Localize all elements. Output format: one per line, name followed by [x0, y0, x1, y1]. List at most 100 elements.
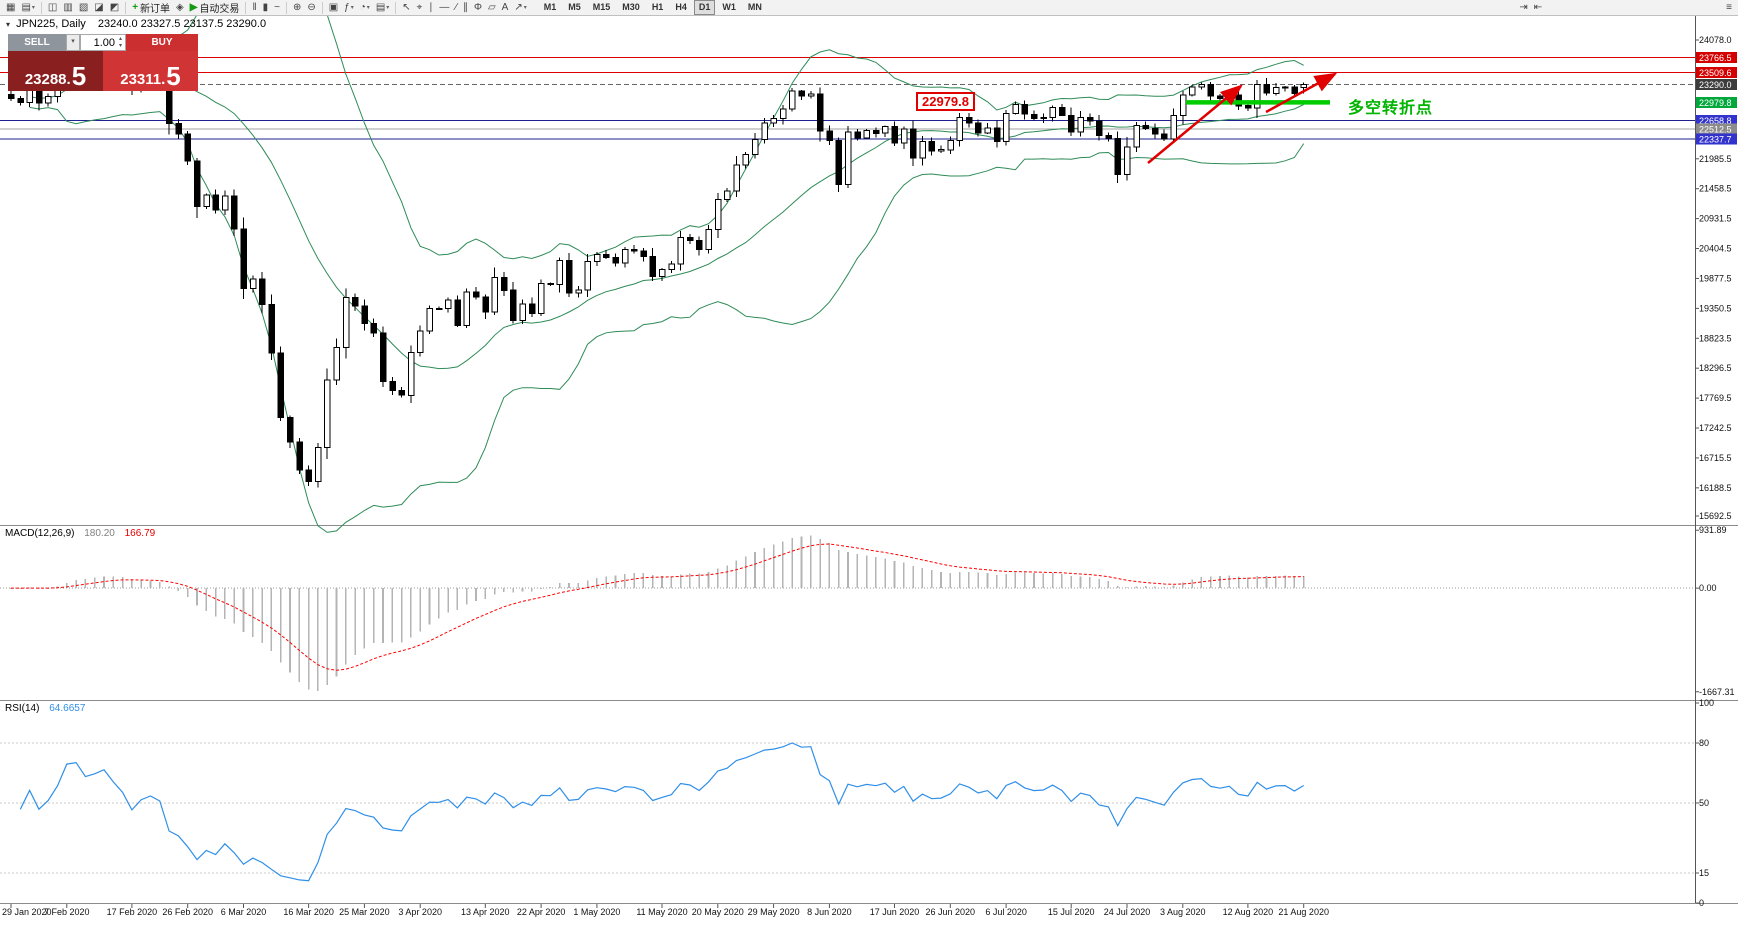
terminal-icon[interactable]: ◪ [92, 1, 105, 15]
timeframe-d1[interactable]: D1 [693, 0, 716, 15]
strategy-tester-icon-glyph: ◩ [109, 2, 120, 13]
navigator-icon-glyph: ▧ [78, 2, 89, 13]
data-window-icon[interactable]: ▥ [61, 1, 74, 15]
scroll-to-end-icon[interactable]: ⇥ [1517, 1, 1529, 15]
toolbar-separator [40, 1, 42, 14]
svg-text:23766.5: 23766.5 [1699, 53, 1732, 63]
zoom-out-icon[interactable]: ⊖ [305, 1, 317, 15]
svg-text:20404.5: 20404.5 [1699, 244, 1732, 254]
svg-text:100: 100 [1699, 698, 1714, 708]
timeframe-w1[interactable]: W1 [722, 2, 736, 12]
timeframe-m30[interactable]: M30 [622, 2, 640, 12]
symbol-info: ▾ JPN225, Daily 23240.0 23327.5 23137.5 … [6, 18, 266, 30]
timeframe-bar: M1 M5 M15 M30 H1 H4 D1 W1 MN [538, 0, 768, 15]
autotrading-button[interactable]: ▶ 自动交易 [188, 1, 242, 15]
chart-shift-icon[interactable]: ⇤ [1532, 1, 1544, 15]
periods-icon[interactable]: ◔ ▾ [358, 1, 372, 15]
volume-spinner: ▴ ▾ [116, 36, 125, 50]
timeframe-m15[interactable]: M15 [592, 2, 611, 12]
sell-price-button[interactable]: 23288. 5 [8, 51, 103, 91]
svg-text:22337.7: 22337.7 [1699, 134, 1732, 144]
buy-price-main: 23311. [120, 71, 166, 88]
zoom-in-icon[interactable]: ⊕ [291, 1, 303, 15]
svg-text:50: 50 [1699, 798, 1709, 808]
macd-name: MACD(12,26,9) [5, 528, 75, 539]
svg-text:26 Jun 2020: 26 Jun 2020 [926, 907, 976, 917]
svg-text:19877.5: 19877.5 [1699, 273, 1732, 283]
autotrading-glyph: ▶ [189, 2, 198, 13]
rsi-name: RSI(14) [5, 703, 40, 714]
vertical-line-icon-glyph: ∣ [428, 2, 434, 13]
pane-separators [0, 16, 1738, 904]
chevron-down-icon: ▾ [386, 5, 390, 11]
window-menu-icon[interactable]: ≡ [1724, 1, 1734, 15]
buy-button[interactable]: BUY [126, 34, 198, 51]
svg-text:8 Jun 2020: 8 Jun 2020 [807, 907, 852, 917]
one-click-toggle-icon[interactable]: ▾ [6, 20, 11, 29]
new-chart-icon[interactable]: ▦ [4, 1, 17, 15]
fibonacci-icon[interactable]: Φ [472, 1, 484, 15]
bar-chart-icon[interactable]: ‖ [250, 1, 258, 15]
line-chart-icon[interactable]: ~ [272, 1, 282, 15]
svg-text:15692.5: 15692.5 [1699, 511, 1732, 521]
sell-button[interactable]: SELL [8, 34, 66, 51]
vertical-line-icon[interactable]: ∣ [426, 1, 435, 15]
text-icon[interactable]: A [500, 1, 511, 15]
svg-text:3 Apr 2020: 3 Apr 2020 [398, 907, 442, 917]
spinner-up-icon[interactable]: ▴ [118, 35, 122, 42]
strategy-tester-icon[interactable]: ◩ [108, 1, 121, 15]
templates-icon[interactable]: ▤ ▾ [374, 1, 391, 15]
arrows-icon[interactable]: ↗ ▾ [512, 1, 528, 15]
timeframe-m5[interactable]: M5 [568, 2, 581, 12]
horizontal-line-icon[interactable]: ― [437, 1, 451, 15]
new-order-glyph: + [132, 2, 139, 13]
indicators-icon[interactable]: ƒ ▾ [342, 1, 356, 15]
candle-chart-icon[interactable]: ▮ [261, 1, 271, 15]
buy-price-button[interactable]: 23311. 5 [103, 51, 198, 91]
new-order-button[interactable]: + 新订单 [130, 1, 172, 15]
crosshair-icon-glyph: ⌖ [416, 2, 423, 13]
volume-input[interactable]: 1.00 ▴ ▾ [80, 34, 126, 51]
volume-dropdown-button[interactable]: ▾ [66, 34, 80, 51]
svg-text:22658.8: 22658.8 [1699, 116, 1732, 126]
market-watch-icon[interactable]: ◫ [46, 1, 59, 15]
profiles-icon[interactable]: ▤ ▾ [19, 1, 36, 15]
metaeditor-icon[interactable]: ◈ [174, 1, 186, 15]
line-chart-icon-glyph: ~ [274, 2, 280, 13]
annotations [1147, 72, 1338, 164]
fibonacci-icon-glyph: Φ [473, 2, 482, 13]
channel-icon[interactable]: ∥ [461, 1, 470, 15]
timeframe-h4[interactable]: H4 [675, 2, 687, 12]
shapes-icon[interactable]: ▱ [486, 1, 498, 15]
trendline-icon[interactable]: ∕ [453, 1, 459, 15]
crosshair-icon[interactable]: ⌖ [415, 1, 425, 15]
timeframe-m1[interactable]: M1 [543, 2, 557, 12]
svg-text:17769.5: 17769.5 [1699, 393, 1732, 403]
new-order-button-label: 新订单 [140, 4, 171, 15]
svg-text:17242.5: 17242.5 [1699, 423, 1732, 433]
autotrading-button-label: 自动交易 [199, 4, 240, 15]
turning-point-note[interactable]: 多空转折点 [1348, 100, 1434, 118]
navigator-icon[interactable]: ▧ [77, 1, 90, 15]
cursor-icon[interactable]: ↖ [400, 1, 412, 15]
toolbar: ▦ ▤ ▾ ◫ ▥ ▧ ◪ ◩ + 新订单 ◈ ▶ 自动交易 ‖ ▮ ~ ⊕ ⊖ ▣ ƒ ▾ ◔ ▾ ▤ ▾ ↖ ⌖ ∣ ― ∕ ∥ Φ ▱ A ↗… [0, 0, 1738, 16]
terminal-icon-glyph: ◪ [94, 2, 104, 13]
svg-text:15: 15 [1699, 868, 1709, 878]
rsi-pane [0, 742, 1695, 882]
sell-price-pip: 5 [71, 60, 87, 91]
macd-pane [0, 535, 1695, 691]
timeframe-mn[interactable]: MN [747, 2, 762, 12]
chevron-down-icon: ▾ [523, 5, 527, 11]
chart-shift-icon-glyph: ⇤ [1533, 2, 1543, 13]
timeframe-h1[interactable]: H1 [651, 2, 664, 12]
price-levels: 23766.5 23509.6 23290.0 22979.8 22658.822512… [0, 52, 1737, 145]
price-annotation-flag[interactable]: 22979.8 [916, 92, 975, 112]
price-axis: 24078.0 21985.5 21458.5 20931.5 20404.5 19877… [1696, 35, 1732, 521]
rsi-value: 64.6657 [49, 703, 86, 714]
candle-chart-icon-glyph: ▮ [262, 2, 269, 13]
macd-signal-value: 166.79 [124, 528, 156, 539]
spinner-down-icon[interactable]: ▾ [118, 42, 122, 49]
tile-windows-icon[interactable]: ▣ [327, 1, 340, 15]
